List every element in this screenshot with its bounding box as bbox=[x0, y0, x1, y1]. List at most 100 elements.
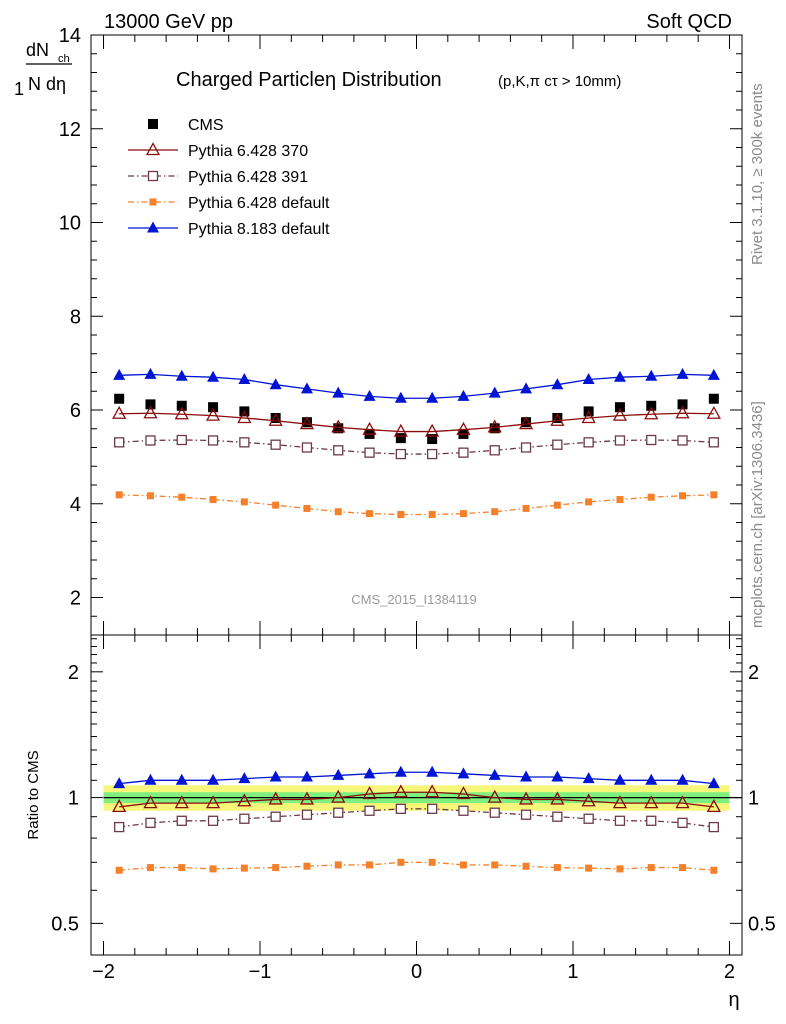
data-point-pythia-6-428-default bbox=[616, 865, 624, 873]
data-point-pythia-6-428-370 bbox=[205, 407, 221, 421]
y-tick-label: 12 bbox=[59, 119, 81, 141]
ylabel-numerator-sub: ch bbox=[58, 53, 70, 65]
data-point-pythia-8-183-default bbox=[488, 768, 501, 780]
legend-label-cms: CMS bbox=[188, 117, 224, 134]
header-left: 13000 GeV pp bbox=[104, 11, 233, 33]
data-point-pythia-6-428-391 bbox=[301, 809, 313, 820]
data-point-pythia-6-428-370 bbox=[174, 795, 189, 809]
data-point-pythia-8-183-default bbox=[300, 770, 313, 782]
data-point-pythia-6-428-default bbox=[428, 511, 436, 519]
data-point-pythia-8-183-default bbox=[175, 369, 188, 381]
data-point-pythia-6-428-391 bbox=[207, 815, 219, 826]
legend: CMS Pythia 6.428 370 Pythia 6.428 391 Pythi… bbox=[128, 117, 330, 238]
data-point-pythia-6-428-370 bbox=[362, 786, 377, 800]
data-point-pythia-6-428-391 bbox=[677, 435, 688, 446]
data-point-pythia-8-183-default bbox=[645, 369, 658, 381]
ratio-y-tick-label-right: 0.5 bbox=[748, 913, 776, 935]
data-point-pythia-6-428-default bbox=[522, 504, 530, 512]
data-point-pythia-6-428-370 bbox=[143, 405, 158, 419]
legend-marker-pythia-6-428-default bbox=[149, 198, 157, 206]
data-point-cms bbox=[646, 400, 657, 411]
legend-marker-pythia-8-183-default bbox=[147, 221, 159, 233]
data-point-pythia-6-428-391 bbox=[614, 815, 626, 826]
data-point-pythia-6-428-391 bbox=[239, 437, 250, 448]
data-point-pythia-8-183-default bbox=[269, 378, 282, 390]
chart-title: Charged Particleη Distribution bbox=[176, 69, 442, 91]
data-point-pythia-8-183-default bbox=[238, 373, 251, 385]
header-right: Soft QCD bbox=[646, 11, 732, 33]
data-point-pythia-6-428-391 bbox=[646, 815, 657, 826]
ratio-y-ticks: 0.5 0.5 1 1 2 2 bbox=[51, 638, 776, 935]
data-point-pythia-6-428-391 bbox=[708, 821, 719, 833]
data-point-cms bbox=[333, 423, 344, 434]
legend-marker-cms bbox=[148, 119, 158, 129]
data-point-pythia-6-428-370 bbox=[612, 795, 628, 809]
data-point-pythia-6-428-default bbox=[334, 861, 342, 869]
data-point-pythia-6-428-370 bbox=[518, 416, 534, 430]
data-point-pythia-6-428-391 bbox=[145, 435, 156, 446]
data-point-pythia-8-183-default bbox=[520, 770, 533, 782]
ylabel-one: 1 bbox=[14, 79, 24, 99]
main-y-ticks: 2 4 6 8 10 12 14 bbox=[59, 25, 742, 636]
data-point-pythia-8-183-default bbox=[207, 773, 220, 785]
data-point-pythia-6-428-391 bbox=[145, 817, 156, 829]
data-point-pythia-6-428-370 bbox=[268, 791, 283, 805]
data-point-pythia-6-428-default bbox=[459, 861, 467, 869]
data-point-pythia-6-428-370 bbox=[362, 421, 377, 435]
data-point-pythia-6-428-370 bbox=[581, 410, 596, 424]
x-tick-label: −1 bbox=[249, 961, 272, 983]
data-point-pythia-6-428-default bbox=[616, 496, 624, 504]
data-point-cms bbox=[677, 399, 688, 410]
data-point-pythia-6-428-391 bbox=[458, 447, 469, 458]
data-point-pythia-6-428-370 bbox=[143, 795, 158, 809]
data-point-cms bbox=[489, 423, 500, 434]
data-point-pythia-6-428-default bbox=[334, 508, 342, 516]
data-point-pythia-6-428-default bbox=[209, 496, 217, 504]
data-point-pythia-6-428-391 bbox=[176, 434, 187, 446]
data-point-pythia-6-428-default bbox=[585, 498, 593, 506]
data-point-pythia-8-183-default bbox=[238, 772, 251, 784]
data-point-pythia-6-428-default bbox=[397, 858, 405, 866]
data-point-pythia-6-428-391 bbox=[489, 445, 500, 456]
data-point-pythia-6-428-391 bbox=[426, 803, 438, 814]
data-point-pythia-6-428-391 bbox=[520, 442, 532, 453]
data-point-pythia-8-183-default bbox=[426, 391, 439, 403]
data-point-cms bbox=[208, 402, 219, 413]
series-line-pythia-8-183-default bbox=[119, 373, 714, 399]
x-tick-label: 0 bbox=[411, 961, 422, 983]
ratio-y-axis-label: Ratio to CMS bbox=[25, 750, 42, 839]
chart-title-group: Charged Particleη Distribution (p,K,π cτ… bbox=[176, 69, 621, 91]
data-point-pythia-6-428-391 bbox=[364, 805, 375, 816]
data-point-pythia-6-428-391 bbox=[395, 803, 407, 814]
x-axis-label: η bbox=[728, 989, 739, 1011]
data-point-pythia-6-428-370 bbox=[456, 786, 471, 800]
data-point-pythia-6-428-370 bbox=[299, 791, 315, 805]
ylabel-numerator: dN bbox=[26, 40, 49, 60]
ratio-plot-panel: 0.5 0.51 12 2 −2 −1 0 1 2 bbox=[51, 35, 776, 983]
data-point-pythia-6-428-391 bbox=[677, 817, 688, 829]
data-point-pythia-8-183-default bbox=[113, 777, 126, 789]
data-point-pythia-6-428-391 bbox=[583, 437, 594, 448]
legend-marker-pythia-6-428-391 bbox=[147, 170, 159, 182]
data-point-pythia-8-183-default bbox=[488, 386, 501, 398]
data-point-pythia-8-183-default bbox=[144, 773, 157, 785]
data-point-pythia-8-183-default bbox=[300, 382, 313, 394]
data-point-pythia-6-428-370 bbox=[581, 793, 596, 807]
data-point-pythia-6-428-370 bbox=[393, 784, 408, 798]
y-tick-label: 6 bbox=[70, 400, 81, 422]
legend-marker-pythia-6-428-370 bbox=[145, 142, 161, 156]
y-tick-label: 4 bbox=[70, 494, 81, 516]
data-point-pythia-6-428-default bbox=[240, 498, 248, 506]
x-ticks: −2 −1 0 1 2 bbox=[92, 35, 735, 983]
series-line-pythia-6-428-default bbox=[119, 494, 714, 516]
data-point-pythia-6-428-370 bbox=[237, 410, 252, 424]
data-point-pythia-6-428-391 bbox=[520, 809, 532, 820]
data-point-pythia-6-428-391 bbox=[552, 439, 563, 450]
data-point-pythia-6-428-391 bbox=[708, 437, 719, 448]
y-tick-label: 10 bbox=[59, 213, 81, 235]
data-point-pythia-8-183-default bbox=[363, 767, 376, 779]
y-tick-label: 8 bbox=[70, 306, 81, 328]
data-point-pythia-8-183-default bbox=[426, 765, 439, 777]
data-point-pythia-6-428-default bbox=[240, 864, 248, 872]
x-tick-label: 1 bbox=[567, 961, 578, 983]
